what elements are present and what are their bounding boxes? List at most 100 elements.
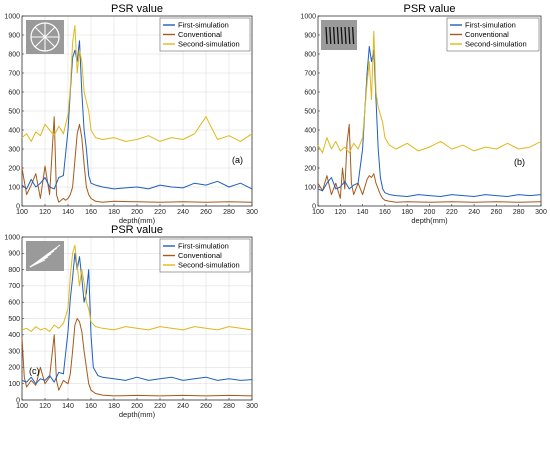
- y-tick-label: 800: [8, 267, 20, 274]
- target-spoke: [34, 26, 46, 38]
- y-tick-label: 100: [8, 184, 20, 191]
- chart-panel-1: PSR value 100 120 140 160 180 200 220 240 260 280 3…: [4, 3, 258, 225]
- y-tick-label: 0: [16, 397, 20, 404]
- x-tick-label: 180: [108, 209, 120, 216]
- y-tick-label: 0: [312, 203, 316, 210]
- x-tick-label: 180: [401, 209, 413, 216]
- series-line-second-simulation: [21, 25, 253, 142]
- legend-entry: Second-simulation: [465, 40, 527, 49]
- grating-line: [325, 26, 328, 45]
- legend-entry: Second-simulation: [178, 261, 240, 270]
- y-tick-label: 700: [304, 70, 316, 77]
- chart-title: PSR value: [404, 3, 456, 15]
- series-line-conventional: [21, 318, 253, 397]
- series-line-conventional: [317, 123, 542, 203]
- x-tick-label: 240: [468, 209, 480, 216]
- y-tick-label: 0: [16, 203, 20, 210]
- x-tick-label: 140: [357, 209, 369, 216]
- y-tick-label: 600: [304, 89, 316, 96]
- y-tick-label: 1000: [4, 13, 20, 20]
- target-spoke: [44, 36, 56, 48]
- y-tick-label: 1000: [300, 13, 316, 20]
- x-tick-label: 280: [513, 209, 525, 216]
- series-line-second-simulation: [21, 244, 253, 332]
- series-line-conventional: [21, 116, 253, 203]
- x-tick-label: 240: [177, 209, 189, 216]
- legend-entry: Conventional: [178, 30, 222, 39]
- target-spoke: [34, 36, 46, 48]
- y-tick-label: 400: [8, 127, 20, 134]
- y-tick-label: 700: [8, 70, 20, 77]
- x-tick-label: 160: [85, 403, 97, 410]
- x-axis-label: depth(mm): [119, 216, 156, 225]
- x-tick-label: 220: [154, 209, 166, 216]
- x-tick-label: 260: [491, 209, 503, 216]
- legend-entry: First-simulation: [178, 242, 229, 251]
- x-tick-label: 180: [108, 403, 120, 410]
- legend-entry: Second-simulation: [178, 40, 240, 49]
- series-line-second-simulation: [317, 30, 542, 154]
- chart-panel-2: PSR value 100 120 140 160 180 200 220 240 260 280 3…: [300, 3, 547, 225]
- chart-title: PSR value: [111, 3, 163, 15]
- x-tick-label: 160: [379, 209, 391, 216]
- y-tick-label: 600: [8, 89, 20, 96]
- x-tick-label: 280: [223, 209, 235, 216]
- y-tick-label: 300: [8, 146, 20, 153]
- y-tick-label: 500: [8, 316, 20, 323]
- y-tick-label: 100: [8, 381, 20, 388]
- x-tick-label: 120: [39, 403, 51, 410]
- y-tick-label: 900: [8, 32, 20, 39]
- x-tick-label: 140: [62, 403, 74, 410]
- legend-entry: First-simulation: [465, 21, 516, 30]
- grating-line: [329, 26, 332, 45]
- legend-box: [446, 17, 540, 52]
- y-tick-label: 200: [8, 365, 20, 372]
- y-tick-label: 900: [304, 32, 316, 39]
- grating-line: [348, 26, 351, 45]
- y-tick-label: 200: [8, 165, 20, 172]
- y-tick-label: 300: [304, 146, 316, 153]
- panel-label: (b): [514, 157, 525, 167]
- y-tick-label: 100: [304, 184, 316, 191]
- y-tick-label: 300: [8, 348, 20, 355]
- x-tick-label: 100: [16, 403, 28, 410]
- y-tick-label: 1000: [4, 234, 20, 241]
- series-line-first-simulation: [21, 252, 253, 385]
- x-tick-label: 300: [246, 209, 258, 216]
- y-tick-label: 600: [8, 300, 20, 307]
- radial-line: [29, 259, 46, 268]
- grating-line: [340, 26, 343, 45]
- x-tick-label: 120: [334, 209, 346, 216]
- chart-title: PSR value: [111, 224, 163, 236]
- x-tick-label: 260: [200, 403, 212, 410]
- y-tick-label: 500: [304, 108, 316, 115]
- x-tick-label: 200: [131, 209, 143, 216]
- y-tick-label: 700: [8, 283, 20, 290]
- x-tick-label: 300: [246, 403, 258, 410]
- legend-entry: Conventional: [178, 251, 222, 260]
- target-spoke: [44, 26, 56, 38]
- x-tick-label: 260: [200, 209, 212, 216]
- panel-label: (c): [29, 366, 40, 376]
- y-tick-label: 200: [304, 165, 316, 172]
- x-tick-label: 140: [62, 209, 74, 216]
- x-axis-label: depth(mm): [411, 216, 448, 225]
- x-tick-label: 100: [16, 209, 28, 216]
- x-tick-label: 200: [131, 403, 143, 410]
- x-tick-label: 200: [424, 209, 436, 216]
- y-tick-label: 800: [304, 51, 316, 58]
- x-tick-label: 300: [535, 209, 547, 216]
- chart-panel-3: PSR value 100 120 140 160 180 200 220 240 260 280 3…: [4, 224, 258, 419]
- y-tick-label: 900: [8, 251, 20, 258]
- x-tick-label: 220: [154, 403, 166, 410]
- y-tick-label: 400: [304, 127, 316, 134]
- x-tick-label: 240: [177, 403, 189, 410]
- series-line-first-simulation: [317, 45, 542, 197]
- panel-label: (a): [232, 155, 243, 165]
- x-tick-label: 160: [85, 209, 97, 216]
- legend-entry: Conventional: [465, 30, 509, 39]
- x-tick-label: 100: [312, 209, 324, 216]
- grating-line: [336, 26, 340, 45]
